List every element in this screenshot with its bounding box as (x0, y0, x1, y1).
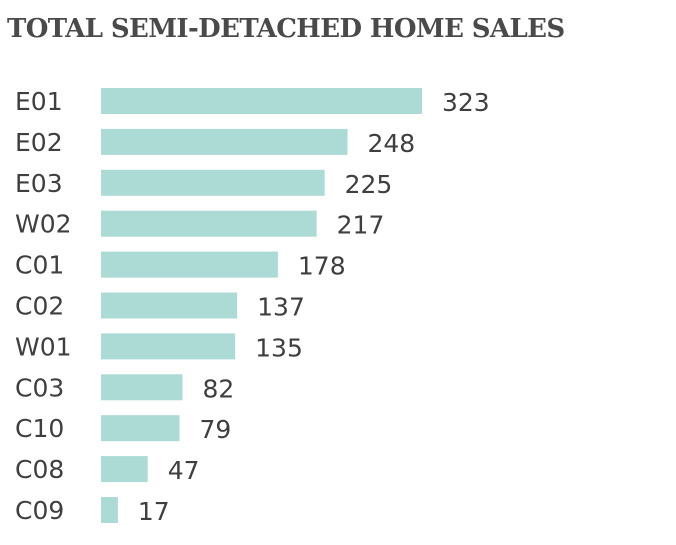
value-label-c01: 178 (298, 252, 346, 281)
value-label-c03: 82 (202, 374, 234, 403)
value-label-w01: 135 (255, 333, 303, 362)
value-label-c09: 17 (138, 497, 170, 526)
value-label-e03: 225 (345, 170, 393, 199)
bar-w01 (101, 333, 236, 360)
category-label-e01: E01 (15, 87, 63, 116)
category-label-c02: C02 (15, 292, 64, 321)
value-label-e01: 323 (442, 88, 490, 117)
category-label-c09: C09 (15, 496, 64, 525)
bar-c09 (101, 497, 118, 523)
chart-title: TOTAL SEMI-DETACHED HOME SALES (7, 14, 565, 44)
value-label-c08: 47 (168, 456, 200, 485)
bar-w02 (101, 210, 317, 237)
bar-e01 (101, 88, 422, 114)
category-label-c01: C01 (15, 251, 64, 280)
value-label-e02: 248 (367, 129, 415, 158)
bar-c08 (101, 456, 148, 483)
bar-c10 (101, 415, 180, 442)
bar-c02 (101, 292, 238, 319)
category-label-c03: C03 (15, 373, 64, 402)
bar-e03 (101, 169, 325, 196)
bar-c03 (101, 374, 183, 401)
category-label-e02: E02 (15, 128, 63, 157)
category-label-e03: E03 (15, 169, 63, 198)
category-label-w01: W01 (15, 332, 72, 361)
value-label-w02: 217 (337, 211, 385, 240)
value-label-c02: 137 (257, 293, 305, 322)
bar-e02 (101, 128, 348, 155)
category-label-w02: W02 (15, 210, 72, 239)
bar-c01 (101, 251, 278, 278)
value-label-c10: 79 (200, 415, 232, 444)
category-label-c10: C10 (15, 414, 64, 443)
category-label-c08: C08 (15, 455, 64, 484)
